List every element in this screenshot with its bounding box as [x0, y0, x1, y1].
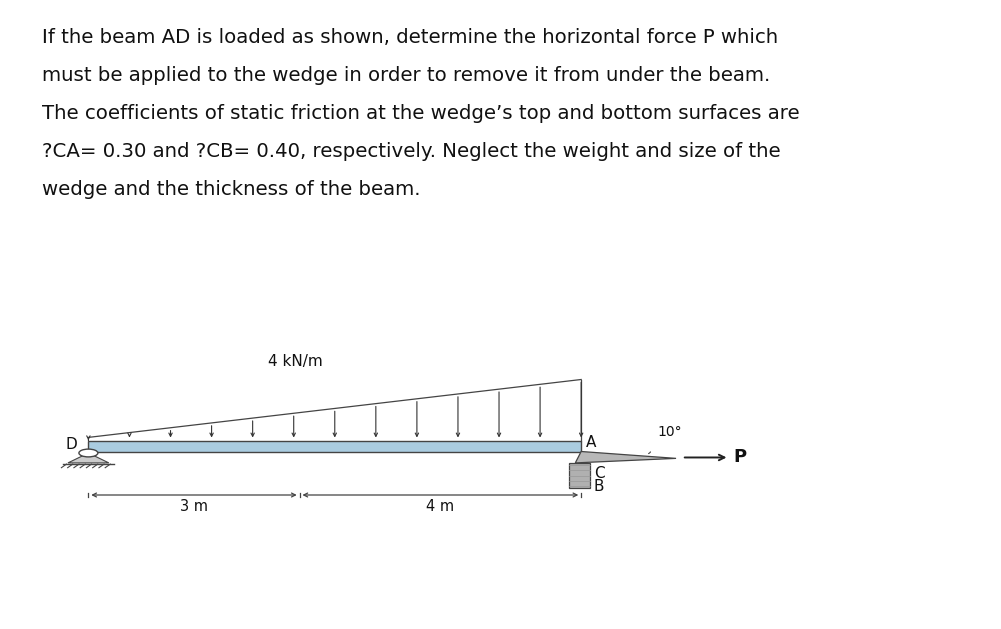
- Text: If the beam AD is loaded as shown, determine the horizontal force P which: If the beam AD is loaded as shown, deter…: [42, 28, 778, 47]
- Text: The coefficients of static friction at the wedge’s top and bottom surfaces are: The coefficients of static friction at t…: [42, 104, 800, 123]
- Text: 4 kN/m: 4 kN/m: [268, 354, 322, 369]
- Text: P: P: [734, 448, 747, 467]
- Text: A: A: [587, 435, 597, 450]
- Circle shape: [79, 449, 98, 457]
- Text: 4 m: 4 m: [426, 499, 454, 514]
- Text: wedge and the thickness of the beam.: wedge and the thickness of the beam.: [42, 180, 420, 199]
- Polygon shape: [68, 453, 109, 463]
- Text: D: D: [66, 437, 77, 452]
- Polygon shape: [88, 441, 582, 452]
- Polygon shape: [570, 463, 590, 488]
- Text: C: C: [594, 467, 605, 482]
- Text: 3 m: 3 m: [180, 499, 208, 514]
- Text: ?CA= 0.30 and ?CB= 0.40, respectively. Neglect the weight and size of the: ?CA= 0.30 and ?CB= 0.40, respectively. N…: [42, 142, 781, 161]
- Text: 10°: 10°: [658, 425, 683, 439]
- Text: B: B: [594, 479, 605, 494]
- Polygon shape: [576, 452, 676, 463]
- Text: must be applied to the wedge in order to remove it from under the beam.: must be applied to the wedge in order to…: [42, 66, 770, 85]
